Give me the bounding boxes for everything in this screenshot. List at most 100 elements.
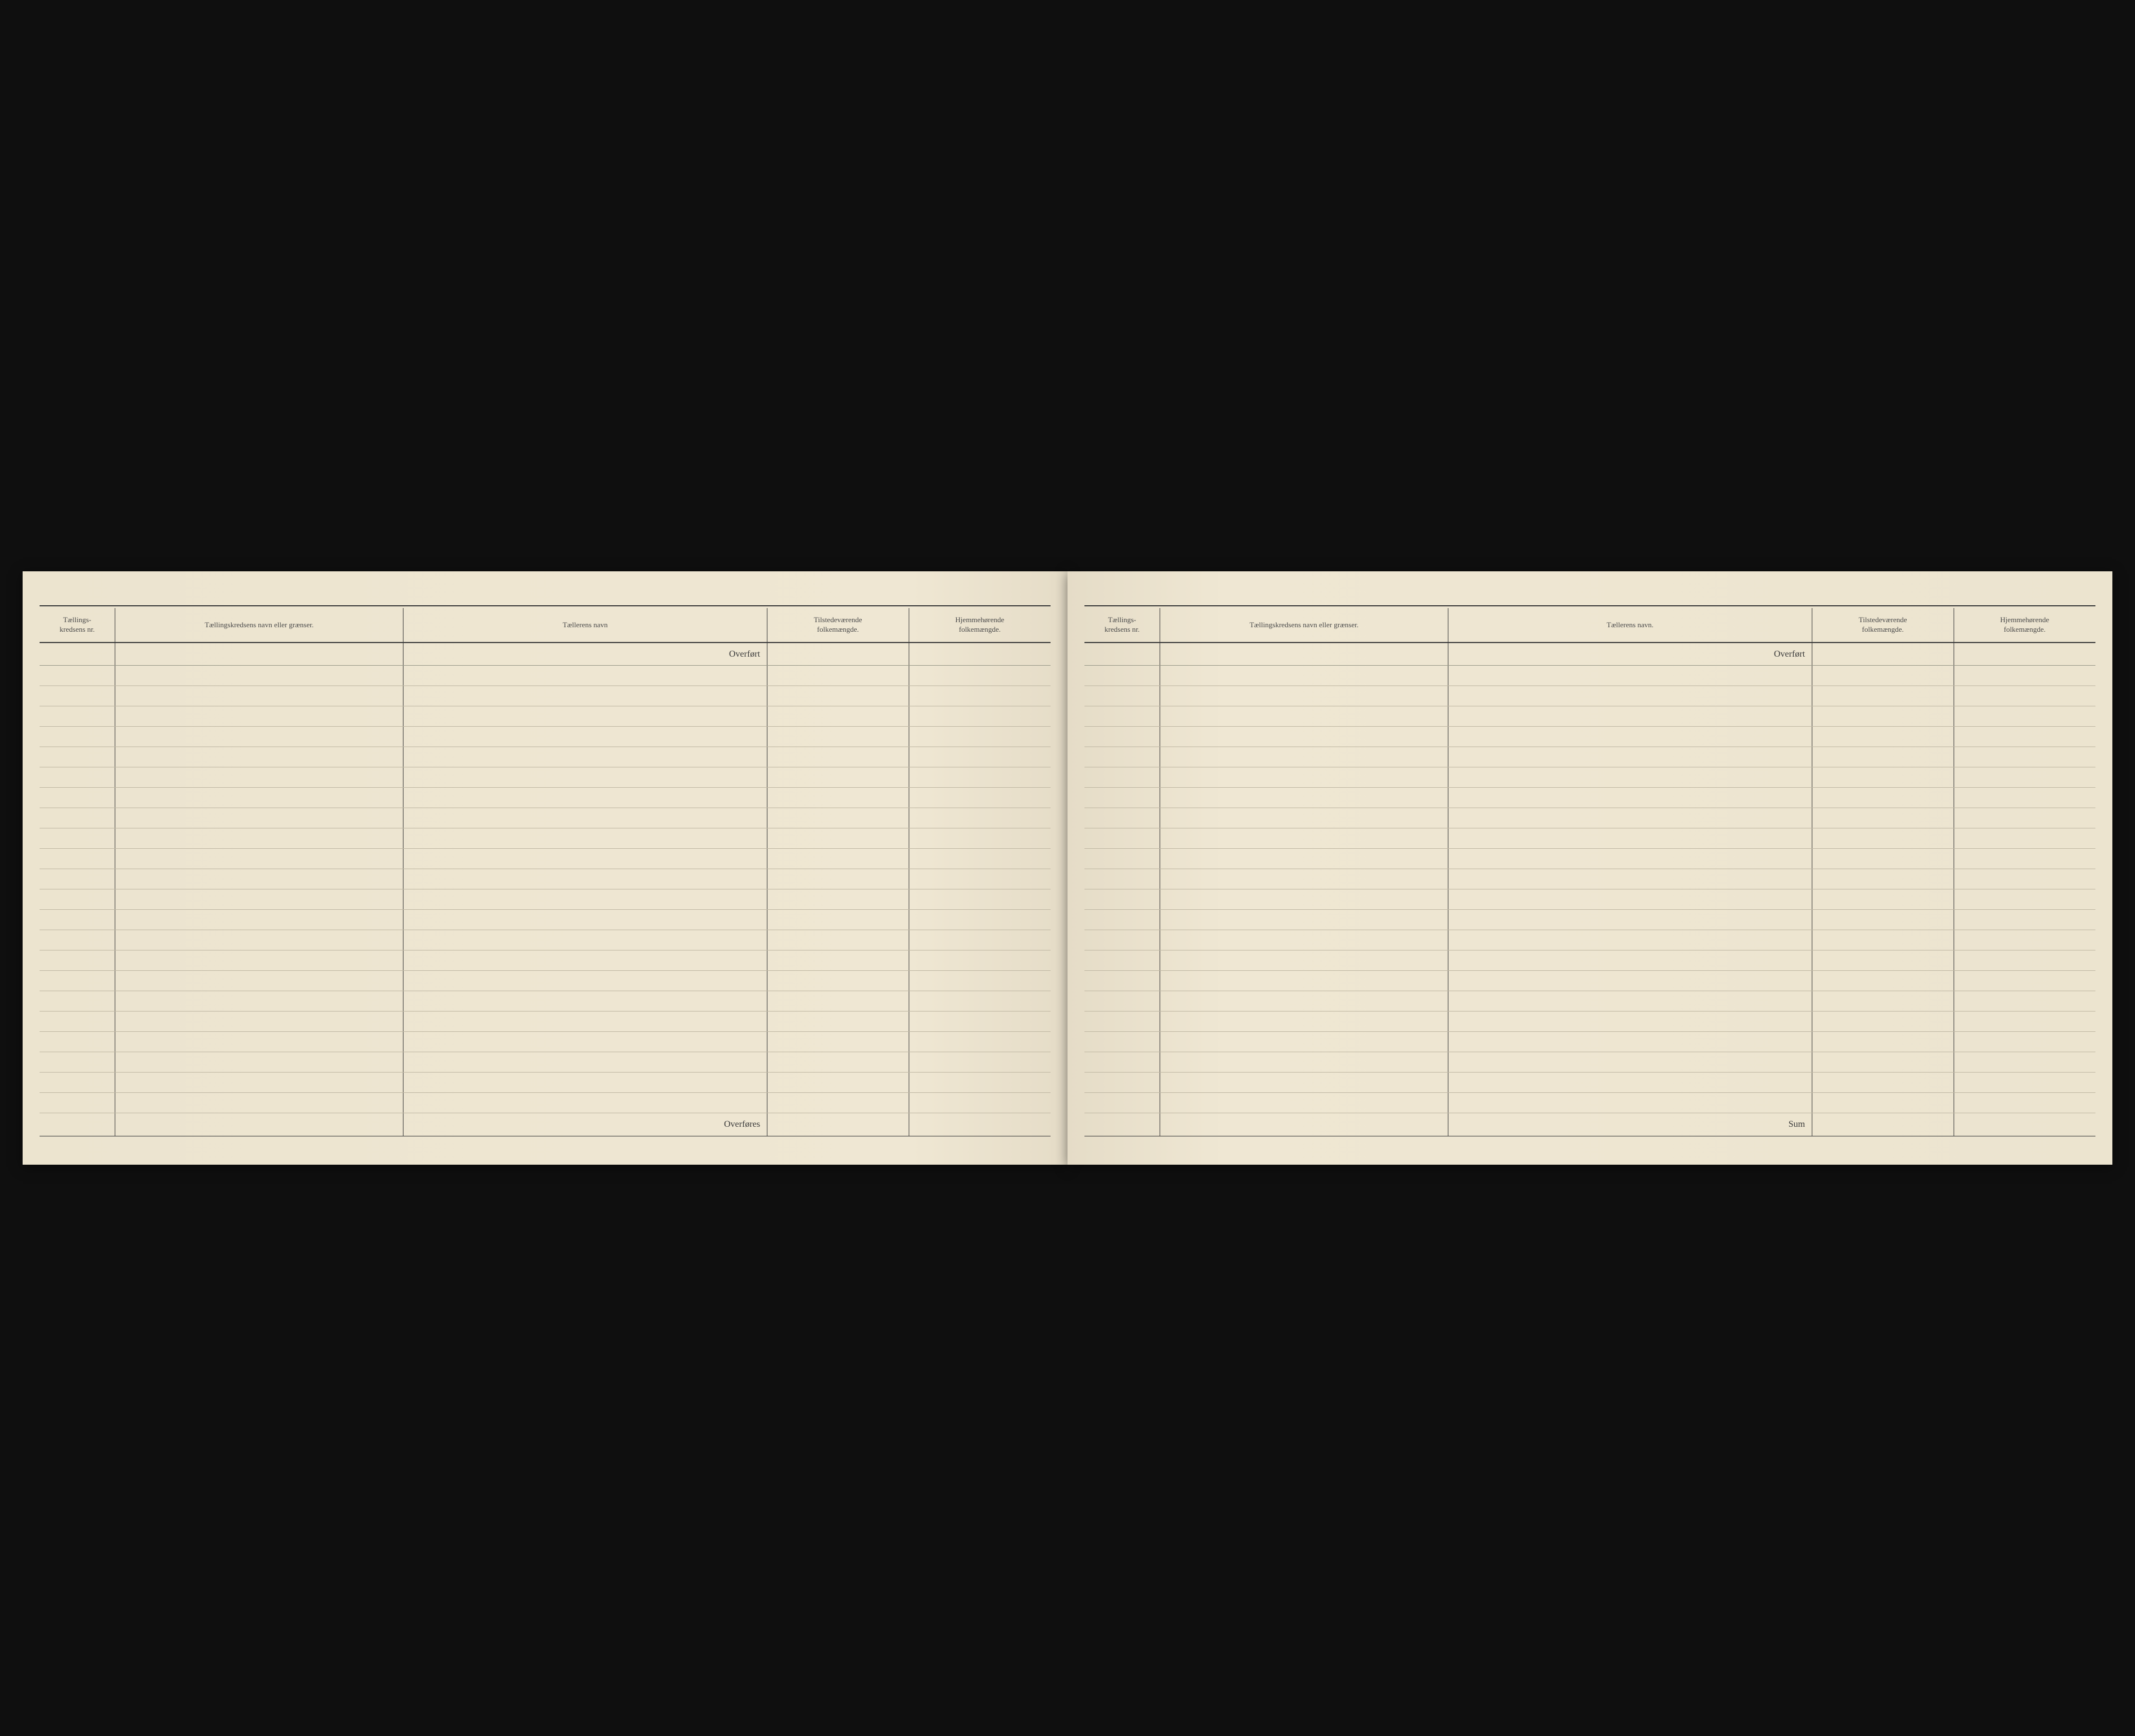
- table-row: [1084, 828, 2095, 849]
- table-cell: [403, 869, 767, 889]
- table-cell: [403, 951, 767, 970]
- header-text: folkemængde.: [1862, 625, 1904, 633]
- table-cell: [1954, 808, 2095, 828]
- table-cell: [909, 767, 1051, 787]
- col-header-hjemmehoerende: Hjemmehørende folkemængde.: [1954, 608, 2095, 642]
- table-cell: [1448, 869, 1812, 889]
- table-row: [40, 930, 1051, 951]
- table-cell: [1160, 951, 1448, 970]
- header-text: Tilstedeværende: [1859, 615, 1907, 624]
- table-cell: [40, 808, 115, 828]
- table-cell: [1448, 930, 1812, 950]
- table-cell: [1448, 1012, 1812, 1031]
- ledger-spread: Tællings- kredsens nr. Tællingskredsens …: [23, 571, 2112, 1165]
- table-cell: [1160, 1073, 1448, 1092]
- cell: [767, 643, 909, 665]
- table-cell: [115, 889, 403, 909]
- table-cell: [767, 1073, 909, 1092]
- table-cell: [1084, 727, 1160, 747]
- table-cell: [1448, 767, 1812, 787]
- right-page: Tællings- kredsens nr. Tællingskredsens …: [1068, 571, 2112, 1165]
- table-row: [1084, 869, 2095, 889]
- left-page: Tællings- kredsens nr. Tællingskredsens …: [23, 571, 1068, 1165]
- table-row: [1084, 1052, 2095, 1073]
- table-cell: [767, 951, 909, 970]
- table-cell: [767, 971, 909, 991]
- table-cell: [767, 808, 909, 828]
- table-cell: [1812, 1012, 1954, 1031]
- table-cell: [1160, 991, 1448, 1011]
- table-cell: [1812, 849, 1954, 869]
- table-cell: [1448, 1093, 1812, 1113]
- table-cell: [1084, 971, 1160, 991]
- table-cell: [909, 666, 1051, 685]
- table-cell: [1812, 971, 1954, 991]
- cell: [1084, 1113, 1160, 1136]
- table-cell: [1812, 1052, 1954, 1072]
- table-cell: [115, 727, 403, 747]
- table-cell: [1954, 1012, 2095, 1031]
- table-cell: [115, 808, 403, 828]
- table-cell: [403, 727, 767, 747]
- cell: [115, 643, 403, 665]
- table-cell: [767, 767, 909, 787]
- table-cell: [1084, 889, 1160, 909]
- table-row: [1084, 849, 2095, 869]
- cell: [909, 643, 1051, 665]
- table-row: [1084, 706, 2095, 727]
- table-row: [1084, 1073, 2095, 1093]
- table-row: [1084, 686, 2095, 706]
- cell: [1812, 1113, 1954, 1136]
- table-cell: [909, 951, 1051, 970]
- table-row: [1084, 991, 2095, 1012]
- table-cell: [403, 706, 767, 726]
- table-cell: [115, 849, 403, 869]
- table-cell: [1812, 828, 1954, 848]
- header-text: Tællings-: [63, 615, 92, 624]
- table-cell: [767, 686, 909, 706]
- table-row: [1084, 747, 2095, 767]
- table-cell: [1448, 991, 1812, 1011]
- table-cell: [1160, 727, 1448, 747]
- col-header-hjemmehoerende: Hjemmehørende folkemængde.: [909, 608, 1051, 642]
- table-cell: [403, 1073, 767, 1092]
- table-row: [40, 1052, 1051, 1073]
- table-row: [40, 951, 1051, 971]
- table-row: [1084, 767, 2095, 788]
- table-cell: [909, 727, 1051, 747]
- table-cell: [40, 971, 115, 991]
- sum-label: Sum: [1448, 1113, 1812, 1136]
- table-cell: [1448, 1073, 1812, 1092]
- table-cell: [1812, 686, 1954, 706]
- table-cell: [1812, 747, 1954, 767]
- table-cell: [1954, 788, 2095, 808]
- table-row: [1084, 910, 2095, 930]
- header-text: folkemængde.: [2004, 625, 2046, 633]
- table-cell: [40, 788, 115, 808]
- table-cell: [1448, 788, 1812, 808]
- table-cell: [1084, 706, 1160, 726]
- table-cell: [1812, 991, 1954, 1011]
- table-cell: [1812, 930, 1954, 950]
- table-cell: [1954, 910, 2095, 930]
- table-cell: [767, 828, 909, 848]
- header-text: Tællings-: [1108, 615, 1136, 624]
- table-cell: [115, 1012, 403, 1031]
- table-cell: [40, 991, 115, 1011]
- table-cell: [1954, 991, 2095, 1011]
- table-row: [40, 706, 1051, 727]
- table-row: [40, 1073, 1051, 1093]
- table-row: [1084, 889, 2095, 910]
- table-cell: [40, 1012, 115, 1031]
- table-cell: [1084, 991, 1160, 1011]
- table-row: [1084, 1012, 2095, 1032]
- table-cell: [1084, 951, 1160, 970]
- table-cell: [1160, 1093, 1448, 1113]
- table-row: [40, 1032, 1051, 1052]
- carried-forward-row: Overført: [1084, 643, 2095, 666]
- table-cell: [403, 1052, 767, 1072]
- table-cell: [1160, 930, 1448, 950]
- col-header-kredsens-nr: Tællings- kredsens nr.: [40, 608, 115, 642]
- table-cell: [1084, 788, 1160, 808]
- table-cell: [1448, 706, 1812, 726]
